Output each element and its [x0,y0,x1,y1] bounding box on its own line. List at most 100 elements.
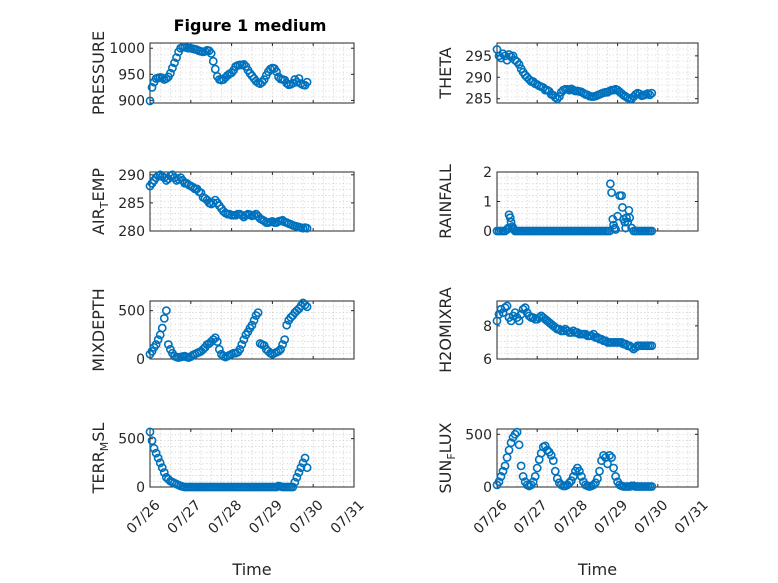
data-point [510,429,520,439]
x-tick-label: 07/27 [511,497,551,537]
y-tick-label: 1 [483,195,492,211]
data-point [239,59,249,69]
data-point [624,205,634,215]
data-point [577,472,586,481]
data-point [575,466,584,476]
data-point [587,331,596,341]
y-tick-label: 285 [465,92,492,108]
axes-box [149,300,355,360]
data-point [500,303,510,313]
data-point [620,217,630,227]
axes-box [149,171,355,232]
data-point [155,458,165,468]
x-axis-label: Time [577,560,617,579]
y-tick-label: 500 [118,304,145,320]
data-point [157,463,167,473]
data-point [239,335,249,345]
data-point [607,453,616,462]
data-point [508,51,518,61]
data-point [622,213,631,223]
data-point [278,340,287,349]
data-point [605,179,615,189]
x-axis-label: Time [231,560,271,579]
y-tick-label: 295 [465,49,492,65]
data-point [554,92,564,101]
data-point [496,472,506,481]
data-point [558,326,568,336]
y-axis-label: H2OMIXRA [436,287,455,373]
data-point [206,49,216,58]
y-axis-label-rest: LUX [436,422,455,453]
data-point [296,463,306,473]
data-point [302,302,312,312]
data-point [302,77,312,87]
data-point [528,477,538,487]
data-point [276,344,285,354]
data-point [512,427,522,437]
y-tick-label: 0 [136,480,145,496]
data-point [149,443,159,453]
x-tick-label: 07/28 [205,497,245,537]
data-point [290,477,300,487]
data-point [280,335,290,345]
x-tick-label: 07/29 [246,497,286,537]
data-point [534,313,544,322]
data-point [601,336,610,346]
data-point [208,56,218,66]
subplot-2: 285 290 295 THETA [436,42,699,108]
y-axis-label-main: AIR [89,208,108,235]
data-point [159,468,169,477]
data-point [647,226,657,236]
data-point [514,60,524,69]
x-tick-label: 07/31 [328,497,368,537]
x-tick-label: 07/29 [591,497,631,537]
data-point [647,341,657,351]
y-axis-label-main: MIXDEPTH [89,288,108,371]
axes-box [149,42,355,104]
data-point [208,335,218,345]
data-point [294,74,304,83]
data-point [494,477,504,487]
data-point [562,326,572,336]
data-point [145,427,155,437]
data-point [159,313,169,323]
data-point [573,328,582,337]
data-point [302,223,312,233]
data-point [165,68,175,78]
data-point [274,346,283,356]
data-point [259,75,269,84]
data-point [617,191,627,200]
x-tick-label: 07/26 [124,497,164,537]
data-point [272,67,281,77]
y-tick-label: 290 [118,168,145,184]
y-tick-label: 1000 [109,41,145,57]
x-tick-label: 07/26 [471,497,511,537]
data-point [237,210,247,220]
data-point [552,474,562,483]
data-point [564,478,574,488]
x-tick-label: 07/27 [165,497,205,537]
data-point [259,216,269,226]
y-axis-label-sub: T [98,201,111,209]
y-axis-label-main: H2OMIXRA [436,287,455,373]
y-tick-label: 285 [118,196,145,212]
data-point [253,308,263,317]
data-point [540,441,550,451]
x-tick-label: 07/30 [287,497,327,537]
y-axis-label: SUNFLUX [436,422,458,493]
data-point [581,329,590,339]
data-point [625,213,635,223]
data-point [500,461,510,471]
y-tick-label: 2 [483,165,492,181]
subplot-7: 0 500 07/26 07/27 07/28 07/29 07/30 07/31 Time TE… [89,423,368,579]
data-point [645,90,655,100]
y-axis-label: THETA [436,47,455,99]
y-tick-label: 0 [483,480,492,496]
y-tick-label: 290 [465,70,492,86]
data-point [548,456,558,466]
data-point [147,436,157,445]
data-point [647,482,657,491]
data-point [157,323,167,333]
subplot-3: 280 285 290 AIRTEMP [89,168,355,240]
